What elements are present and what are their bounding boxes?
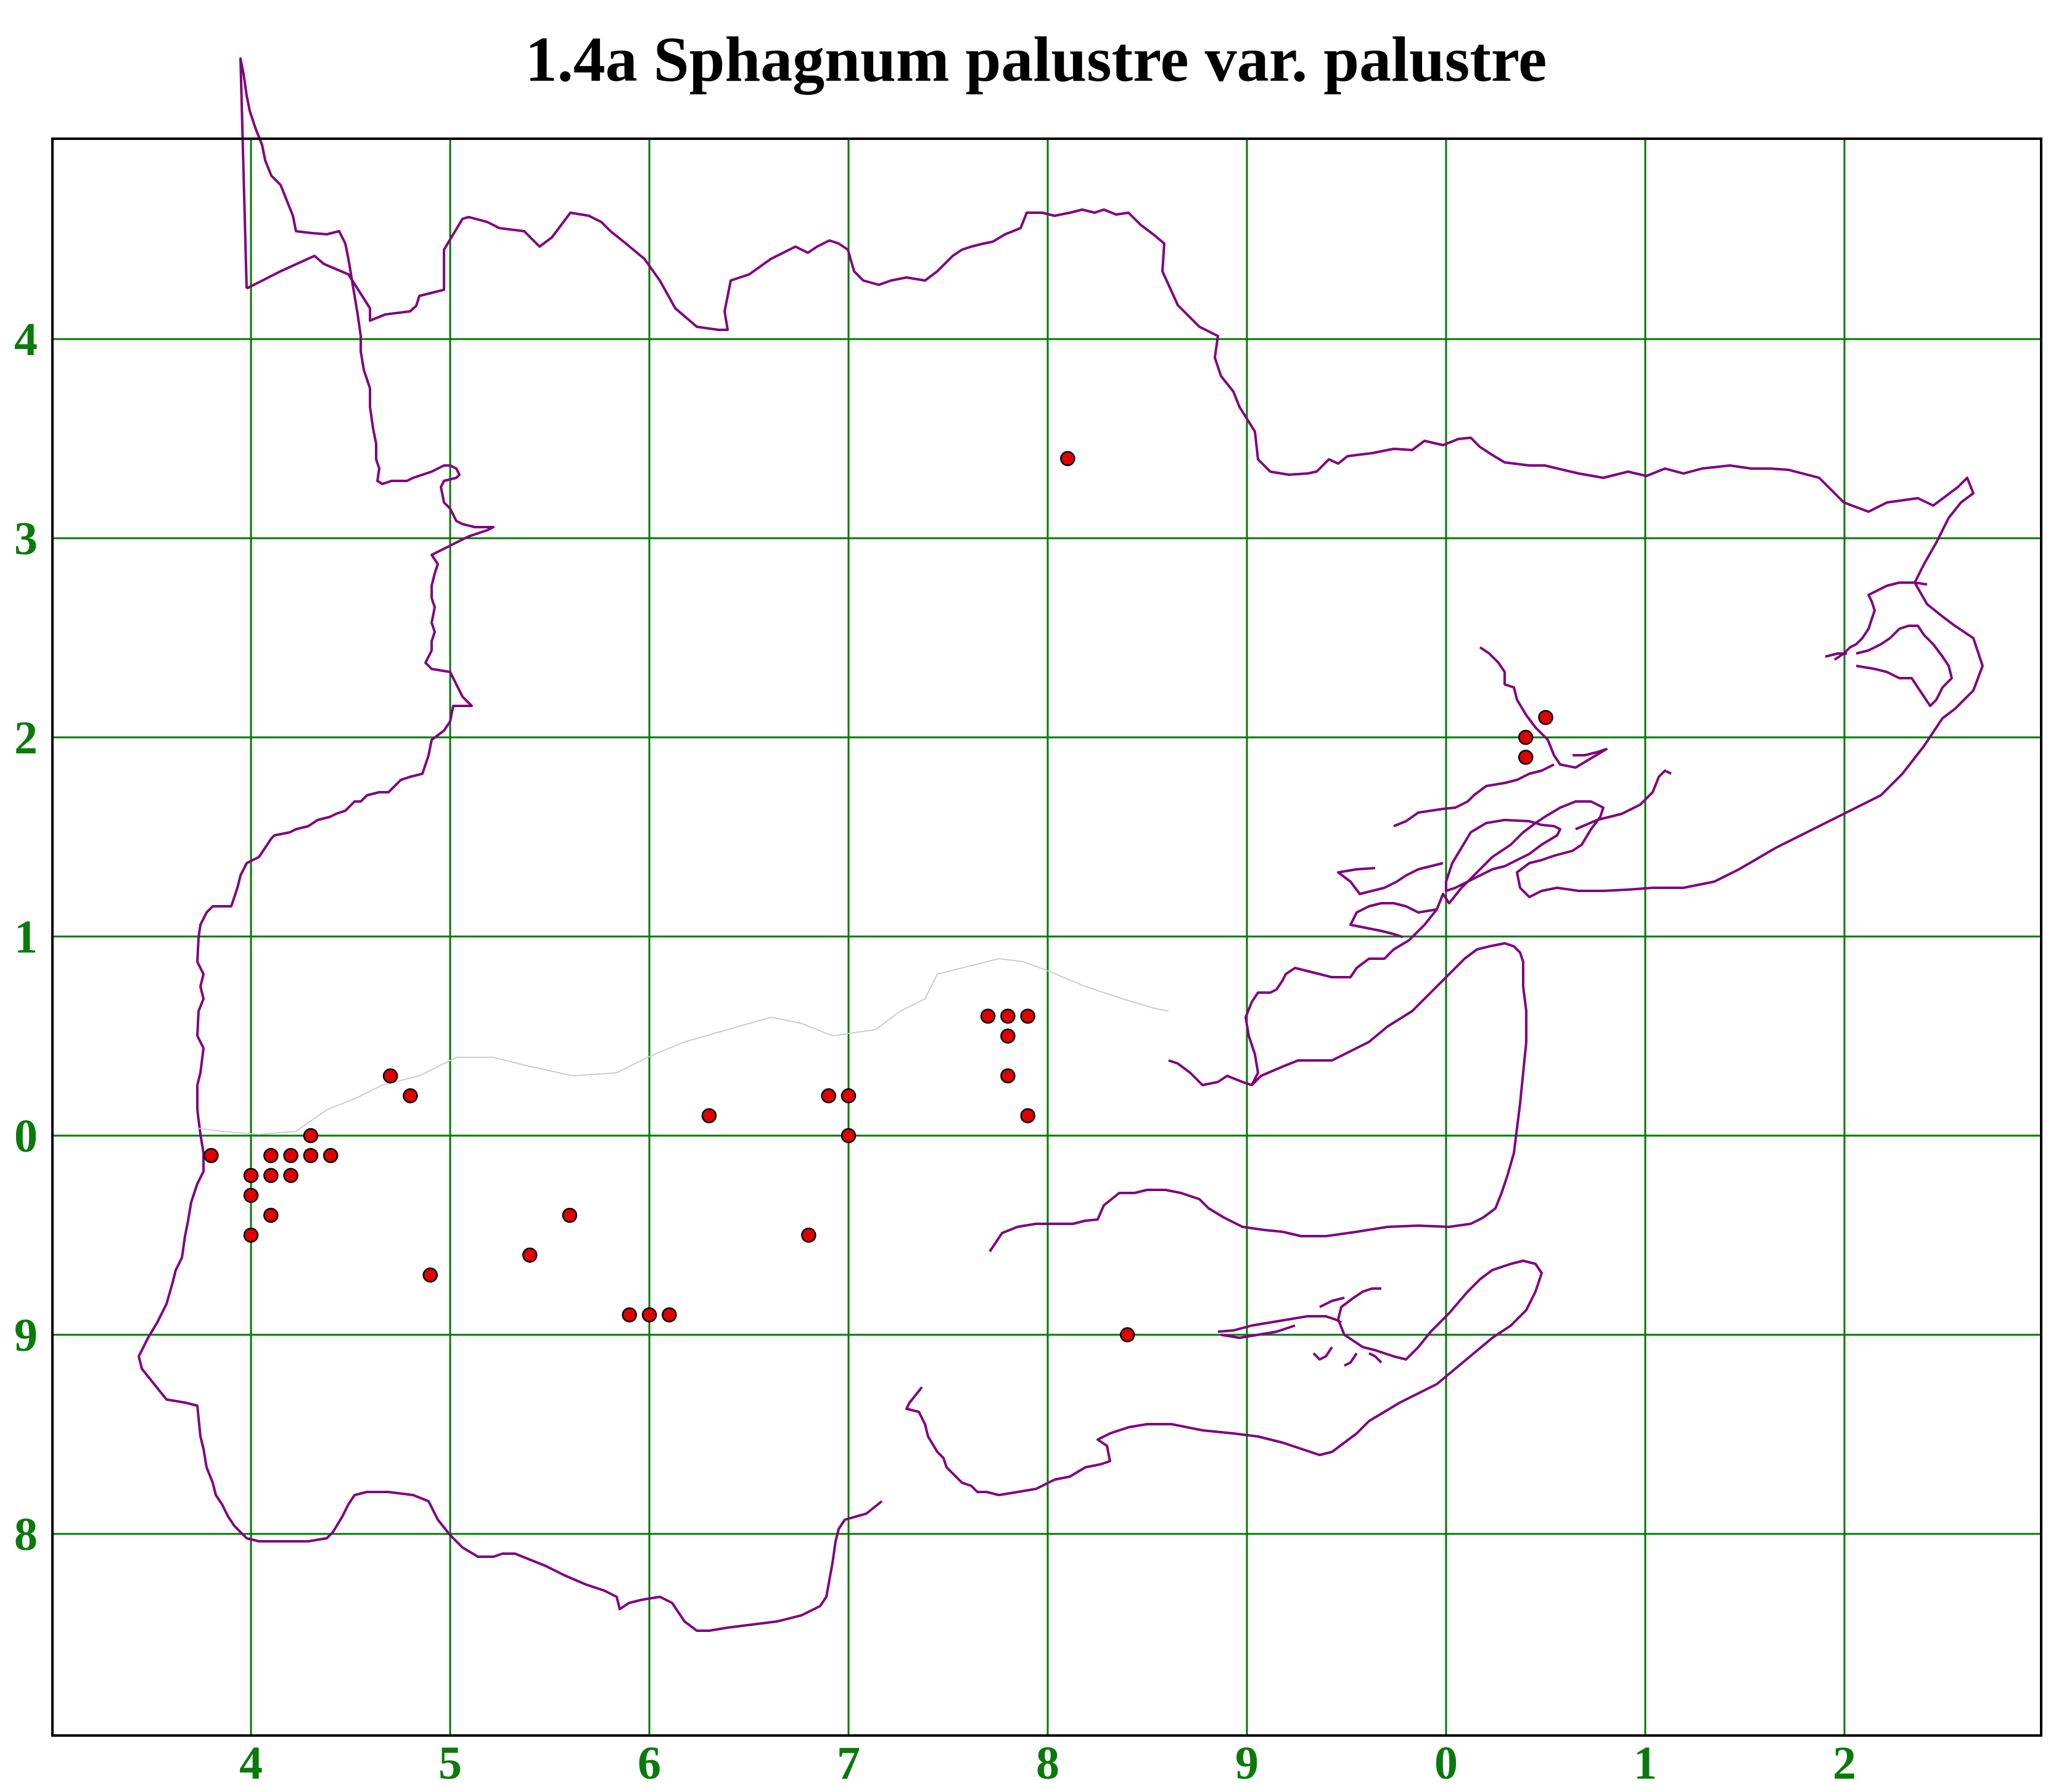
record-dot <box>382 1068 398 1084</box>
thames-north-shore <box>989 942 1527 1253</box>
y-axis-label: 2 <box>14 712 38 764</box>
record-dot <box>263 1168 279 1183</box>
record-dot <box>243 1187 259 1203</box>
record-dot <box>980 1008 996 1024</box>
record-dot <box>243 1168 259 1183</box>
x-axis-label: 9 <box>1235 1737 1259 1789</box>
main-boundary-outline <box>246 208 1984 1086</box>
record-dot <box>303 1148 319 1163</box>
record-dot <box>1020 1108 1035 1123</box>
internal-boundary <box>197 957 1169 1136</box>
record-dot <box>1518 729 1534 745</box>
record-dot <box>303 1128 319 1144</box>
island-outline <box>1445 819 1561 892</box>
map-frame <box>51 137 2042 1737</box>
record-dot <box>1119 1327 1135 1343</box>
record-dot <box>1538 710 1553 725</box>
x-axis-label: 6 <box>638 1737 661 1789</box>
x-axis-label: 8 <box>1036 1737 1059 1789</box>
record-dot <box>422 1267 438 1283</box>
record-dot <box>263 1148 279 1163</box>
record-dot <box>841 1128 857 1144</box>
estuary-inlets <box>1337 581 1953 938</box>
record-dot <box>323 1148 339 1163</box>
county-boundary <box>138 57 1984 1632</box>
record-dot <box>1000 1008 1016 1024</box>
record-dot <box>204 1148 219 1163</box>
record-dot <box>622 1307 637 1322</box>
record-dot <box>403 1088 418 1104</box>
grid-lines <box>52 139 2041 1736</box>
record-dot <box>1060 451 1075 467</box>
y-axis-label: 0 <box>14 1110 38 1162</box>
record-dot <box>1000 1068 1016 1084</box>
record-dot <box>662 1307 677 1322</box>
x-axis-label: 1 <box>1634 1737 1657 1789</box>
record-dot <box>1020 1008 1035 1024</box>
south-border-west <box>138 57 883 1632</box>
map-title: 1.4a Sphagnum palustre var. palustre <box>525 24 1547 95</box>
y-axis-label: 1 <box>14 911 38 963</box>
x-axis-label: 7 <box>837 1737 860 1789</box>
x-axis-label: 2 <box>1833 1737 1856 1789</box>
x-axis-labels: 4 5 6 7 8 9 0 1 2 <box>239 1737 1856 1789</box>
record-dots <box>204 451 1553 1343</box>
record-dot <box>841 1088 857 1104</box>
record-dot <box>801 1227 816 1243</box>
record-dot <box>1518 750 1534 765</box>
y-axis-label: 8 <box>14 1509 38 1560</box>
record-dot <box>283 1168 298 1183</box>
record-dot <box>263 1207 279 1223</box>
record-dot <box>821 1088 836 1104</box>
record-dot <box>641 1307 657 1322</box>
x-axis-label: 4 <box>239 1737 263 1789</box>
record-dot <box>562 1207 578 1223</box>
y-axis-label: 3 <box>14 513 38 565</box>
record-dot <box>283 1148 298 1163</box>
record-dot <box>1000 1028 1016 1044</box>
record-dot <box>243 1227 259 1243</box>
record-dot <box>701 1108 717 1123</box>
x-axis-label: 0 <box>1434 1737 1458 1789</box>
x-axis-label: 5 <box>438 1737 462 1789</box>
medway-inlets <box>1217 1297 1383 1367</box>
south-boundary-outline <box>905 1260 1543 1496</box>
y-axis-label: 4 <box>14 314 38 366</box>
y-axis-label: 9 <box>14 1309 38 1361</box>
record-dot <box>522 1247 538 1263</box>
